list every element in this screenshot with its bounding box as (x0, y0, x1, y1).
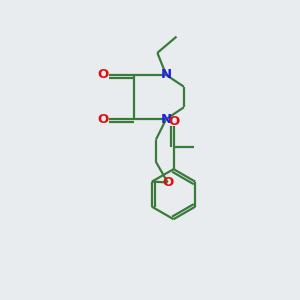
Text: O: O (98, 112, 109, 126)
Text: O: O (98, 68, 109, 81)
Text: O: O (168, 115, 179, 128)
Text: N: N (160, 112, 172, 126)
Text: O: O (162, 176, 173, 189)
Text: N: N (160, 68, 172, 81)
